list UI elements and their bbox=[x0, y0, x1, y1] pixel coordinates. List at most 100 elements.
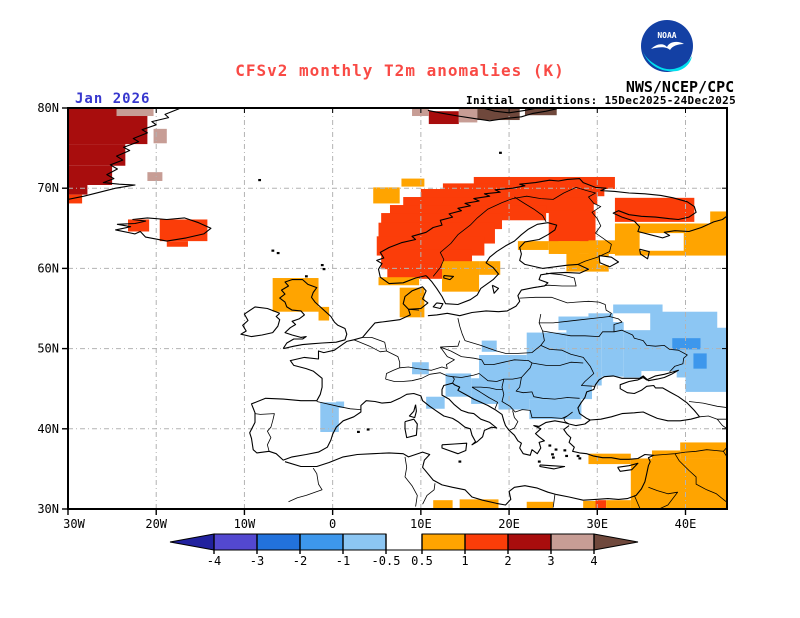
anomaly-cell bbox=[166, 241, 188, 247]
colorbar-tick-label: -4 bbox=[207, 554, 221, 568]
colorbar-tick-label: -1 bbox=[336, 554, 350, 568]
anomaly-cell bbox=[116, 109, 154, 117]
anomaly-cell bbox=[693, 353, 707, 369]
anomaly-cell bbox=[639, 233, 684, 251]
lon-tick-label: 0 bbox=[329, 517, 336, 531]
anomaly-cell bbox=[69, 165, 113, 185]
noaa-logo-circle bbox=[641, 20, 693, 72]
anomaly-cell bbox=[606, 500, 631, 508]
lat-tick-label: 80N bbox=[37, 101, 59, 115]
anomaly-cell bbox=[69, 184, 88, 195]
anomaly-cell bbox=[595, 500, 607, 508]
anomaly-cell bbox=[387, 263, 448, 279]
island-dots bbox=[258, 151, 582, 463]
anomaly-cell bbox=[601, 322, 624, 377]
anomaly-cell bbox=[558, 241, 615, 254]
colorbar-segment bbox=[550, 533, 595, 551]
anomaly-cell bbox=[623, 330, 686, 378]
lat-tick-label: 50N bbox=[37, 342, 59, 356]
lat-tick-label: 30N bbox=[37, 502, 59, 516]
anomaly-cell bbox=[558, 316, 589, 331]
anomaly-cell bbox=[458, 109, 478, 123]
anomaly-cell bbox=[599, 256, 619, 266]
anomaly-cell bbox=[336, 401, 345, 408]
lon-tick-label: 10W bbox=[234, 517, 256, 531]
gridlines bbox=[69, 109, 726, 508]
colorbar-right-arrow bbox=[593, 533, 639, 551]
colorbar-segment bbox=[342, 533, 387, 551]
anomaly-cell bbox=[426, 396, 445, 409]
colorbar-segment bbox=[421, 533, 466, 551]
colorbar-segment bbox=[464, 533, 509, 551]
axis-labels: 80N 70N 60N 50N 40N 30N 30W 20W 10W 0 10E 20E 30E 40E bbox=[37, 101, 727, 531]
anomaly-cell bbox=[526, 332, 567, 363]
anomaly-cell bbox=[588, 453, 631, 465]
colorbar-segment bbox=[256, 533, 301, 551]
noaa-logo-swoosh bbox=[642, 49, 692, 72]
noaa-logo-bird bbox=[651, 41, 684, 50]
anomaly-cell bbox=[566, 253, 609, 272]
agency-label: NWS/NCEP/CPC bbox=[625, 78, 735, 96]
lon-tick-label: 40E bbox=[675, 517, 697, 531]
anomaly-cell bbox=[320, 402, 339, 433]
anomaly-cell bbox=[517, 241, 549, 250]
anomaly-cell bbox=[401, 178, 425, 187]
anomaly-cell bbox=[153, 128, 167, 144]
colorbar-tick-label: 2 bbox=[504, 554, 511, 568]
colorbar-tick-label: -2 bbox=[293, 554, 307, 568]
anomaly-cell bbox=[147, 172, 163, 181]
colorbar-segment bbox=[507, 533, 552, 551]
lon-tick-label: 30E bbox=[586, 517, 608, 531]
anomaly-cell bbox=[630, 458, 726, 508]
lat-tick-label: 60N bbox=[37, 261, 59, 275]
anomaly-cell bbox=[318, 306, 330, 321]
anomaly-cell bbox=[69, 144, 126, 166]
anomaly-cell bbox=[69, 194, 83, 204]
anomaly-cell bbox=[613, 304, 663, 314]
anomaly-cell bbox=[373, 187, 400, 204]
colorbar-tick-label: 1 bbox=[461, 554, 468, 568]
colorbar-left-arrow bbox=[169, 533, 215, 551]
anomaly-cell bbox=[614, 197, 695, 222]
noaa-logo-text: NOAA bbox=[657, 31, 676, 40]
coastlines bbox=[69, 109, 726, 506]
anomaly-cell bbox=[529, 399, 582, 420]
colorbar-tick-label: 0.5 bbox=[411, 554, 433, 568]
colorbar-segment bbox=[299, 533, 344, 551]
initial-conditions-label: Initial conditions: 15Dec2025-24Dec2025 bbox=[466, 94, 736, 107]
country-borders bbox=[254, 186, 726, 508]
noaa-logo: NOAA bbox=[640, 18, 694, 80]
colorbar-tick-label: -0.5 bbox=[372, 554, 401, 568]
anomaly-cell bbox=[433, 500, 453, 508]
anomaly-cell bbox=[526, 501, 554, 508]
anomaly-cell bbox=[378, 277, 420, 286]
anomaly-cell bbox=[583, 500, 596, 508]
anomaly-cell bbox=[477, 109, 520, 121]
anomaly-cell bbox=[445, 373, 472, 397]
colorbar: -4 -3 -2 -1 -0.5 0.5 1 2 3 4 bbox=[169, 533, 639, 568]
anomaly-cell bbox=[588, 313, 614, 323]
anomaly-cells bbox=[69, 109, 726, 508]
colorbar-tick-label: -3 bbox=[250, 554, 264, 568]
lon-tick-label: 30W bbox=[63, 517, 85, 531]
lon-tick-label: 20W bbox=[145, 517, 167, 531]
anomaly-cell bbox=[481, 340, 497, 352]
anomaly-cell bbox=[459, 499, 499, 508]
lat-tick-label: 40N bbox=[37, 422, 59, 436]
forecast-month-label: Jan 2026 bbox=[75, 91, 151, 107]
colorbar-tick-label: 4 bbox=[590, 554, 597, 568]
lon-tick-label: 10E bbox=[410, 517, 432, 531]
anomaly-cell bbox=[710, 211, 726, 227]
anomaly-cell bbox=[680, 442, 726, 459]
colorbar-tick-label: 3 bbox=[547, 554, 554, 568]
anomaly-cell bbox=[127, 219, 150, 232]
colorbar-segment bbox=[213, 533, 258, 551]
map-frame bbox=[67, 107, 728, 510]
anomaly-cell bbox=[650, 311, 718, 333]
anomaly-cell bbox=[272, 278, 319, 312]
lon-tick-label: 20E bbox=[498, 517, 520, 531]
page-title: CFSv2 monthly T2m anomalies (K) bbox=[235, 61, 565, 80]
map-area bbox=[69, 109, 726, 508]
